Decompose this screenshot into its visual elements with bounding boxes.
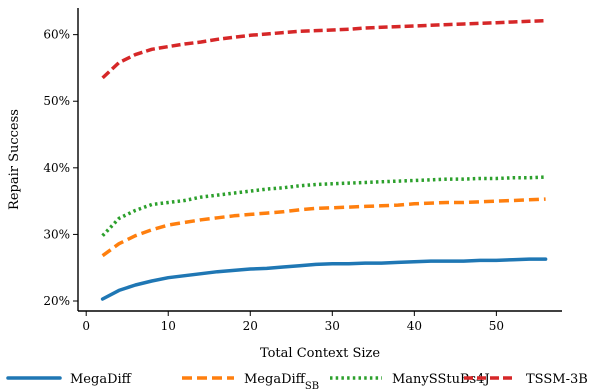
series-line-megadiffsb xyxy=(101,197,546,258)
y-tick-label: 60% xyxy=(43,28,70,42)
y-axis-ticks: 20% 30% 40% 50% 60% xyxy=(43,28,78,308)
x-tick-label: 10 xyxy=(161,319,176,333)
legend-label-manysstubs4j: ManySStuBs4J xyxy=(392,372,490,387)
y-axis-label: Repair Success xyxy=(7,109,22,210)
legend-label-tssm-3b: TSSM-3B xyxy=(526,372,588,387)
x-axis-ticks: 0 10 20 30 40 50 xyxy=(82,311,504,333)
x-tick-label: 30 xyxy=(325,319,340,333)
series-line-tssm-3b xyxy=(101,18,546,80)
x-tick-label: 40 xyxy=(407,319,422,333)
legend-label-megadiff: MegaDiff xyxy=(70,372,133,387)
series-line-megadiff xyxy=(100,257,548,301)
x-axis-label: Total Context Size xyxy=(260,346,380,361)
y-tick-label: 50% xyxy=(43,94,70,108)
chart-axes xyxy=(77,8,562,312)
chart-legend: MegaDiff MegaDiffSB ManySStuBs4J TSSM-3B xyxy=(6,372,588,391)
x-tick-label: 0 xyxy=(82,319,90,333)
x-tick-label: 50 xyxy=(489,319,504,333)
y-tick-label: 30% xyxy=(43,227,70,241)
legend-label-megadiffsb: MegaDiffSB xyxy=(244,372,319,391)
y-tick-label: 20% xyxy=(43,294,70,308)
x-tick-label: 20 xyxy=(243,319,258,333)
y-tick-label: 40% xyxy=(43,161,70,175)
series-lines xyxy=(100,18,548,301)
